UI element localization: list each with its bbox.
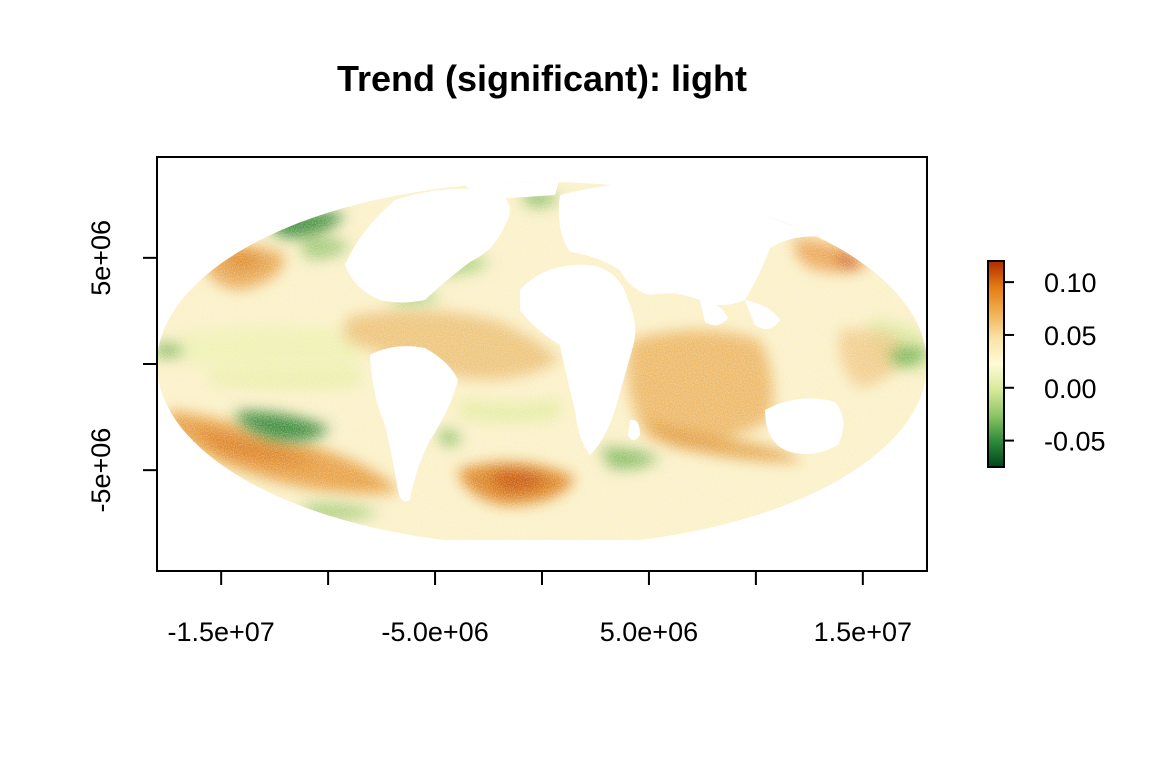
x-tick-label: 5.0e+06 — [600, 617, 698, 647]
legend-tick-label: 0.05 — [1044, 321, 1097, 351]
x-tick-label: 1.5e+07 — [814, 617, 912, 647]
legend-tick-label: 0.10 — [1044, 268, 1097, 298]
south-america-land — [370, 346, 458, 502]
x-axis: -1.5e+07 -5.0e+06 5.0e+06 1.5e+07 — [167, 571, 912, 647]
legend-tick-label: 0.00 — [1044, 374, 1097, 404]
legend-color-bar — [987, 260, 1005, 468]
x-tick-label: -1.5e+07 — [167, 617, 274, 647]
y-tick-label: -5e+06 — [86, 428, 116, 513]
y-axis: 5e+06 -5e+06 — [86, 220, 157, 513]
africa-land — [520, 264, 636, 455]
ocean-raster — [157, 182, 927, 546]
north-america-land — [345, 188, 510, 303]
antarctica-land — [157, 540, 927, 546]
chart-title: Trend (significant): light — [337, 58, 747, 99]
australia-land — [765, 398, 844, 454]
legend-tick-label: -0.05 — [1044, 427, 1106, 457]
y-tick-label: 5e+06 — [86, 220, 116, 296]
x-tick-label: -5.0e+06 — [381, 617, 488, 647]
color-legend: 0.10 0.05 0.00 -0.05 — [987, 260, 1106, 468]
